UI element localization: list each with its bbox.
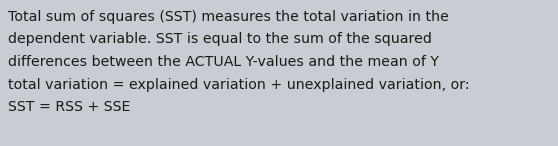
Text: differences between the ACTUAL Y-values and the mean of Y: differences between the ACTUAL Y-values … (8, 55, 439, 69)
Text: dependent variable. SST is equal to the sum of the squared: dependent variable. SST is equal to the … (8, 33, 432, 46)
Text: SST = RSS + SSE: SST = RSS + SSE (8, 100, 131, 114)
Text: total variation = explained variation + unexplained variation, or:: total variation = explained variation + … (8, 78, 470, 92)
Text: Total sum of squares (SST) measures the total variation in the: Total sum of squares (SST) measures the … (8, 10, 449, 24)
